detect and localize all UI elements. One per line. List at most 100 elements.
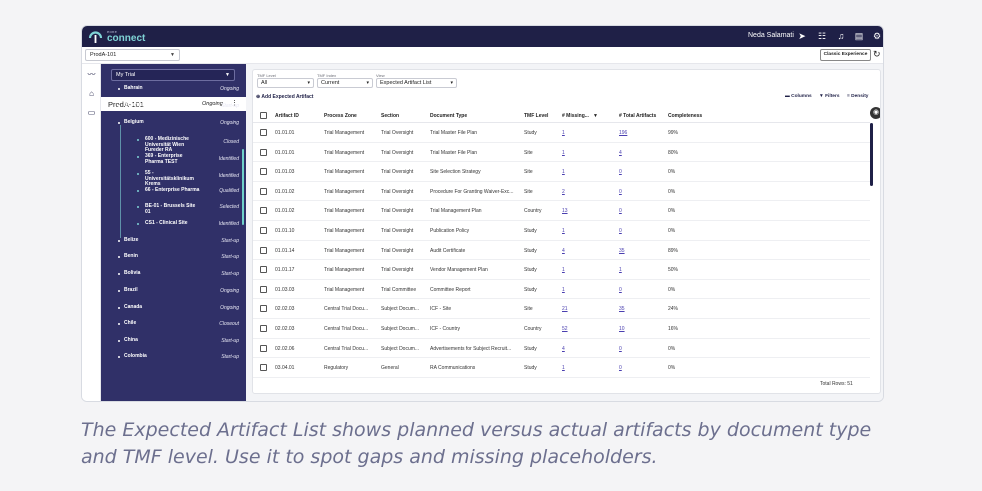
inbox-icon[interactable]: ⌂: [89, 89, 94, 98]
refresh-icon[interactable]: ↻: [873, 49, 881, 59]
row-checkbox[interactable]: [260, 168, 267, 176]
add-expected-artifact-button[interactable]: ⊕ Add Expected Artifact: [256, 94, 313, 100]
cell-total-artifacts[interactable]: 10: [619, 326, 625, 332]
row-checkbox[interactable]: [260, 129, 267, 136]
table-row[interactable]: 01.01.01 Trial Management Trial Oversight T…: [253, 123, 870, 143]
cell-missing[interactable]: 52: [562, 326, 568, 332]
row-checkbox[interactable]: [260, 187, 267, 195]
col-completeness[interactable]: Completeness: [668, 113, 703, 119]
cell-missing[interactable]: 4: [562, 247, 565, 254]
tree-item[interactable]: Benin Start-up: [101, 253, 246, 263]
cell-missing[interactable]: 1: [562, 365, 565, 372]
cell-missing[interactable]: 2: [562, 188, 565, 195]
table-row[interactable]: 01.01.02 Trial Management Trial Oversight T…: [253, 201, 870, 221]
row-checkbox[interactable]: [260, 344, 267, 352]
tree-item[interactable]: BE-01 - Brussels Site 01 Selected: [101, 203, 246, 214]
document-icon[interactable]: ▤: [854, 31, 864, 41]
table-row[interactable]: 02.02.03 Central Trial Docu... Subject Doc…: [253, 319, 870, 339]
row-checkbox[interactable]: [260, 305, 267, 313]
table-row[interactable]: 01.01.10 Trial Management Trial Oversight P…: [253, 221, 870, 241]
cell-missing[interactable]: 4: [562, 345, 565, 352]
tmf-index-filter[interactable]: TMF Index Current ▾: [317, 73, 373, 88]
table-row[interactable]: 02.02.03 Central Trial Docu... Subject Doc…: [253, 299, 870, 319]
cell-total-artifacts[interactable]: 0: [619, 228, 622, 234]
density-button[interactable]: ≡ Density: [847, 94, 868, 99]
tree-item[interactable]: Canada Ongoing: [101, 304, 246, 314]
tree-item[interactable]: 55 - Universitätsklinikum Krems Identifie…: [101, 170, 246, 187]
cell-total-artifacts[interactable]: 196: [619, 130, 628, 136]
cell-total-artifacts[interactable]: 0: [619, 365, 622, 372]
project-select[interactable]: ProdA-101 ▼: [85, 49, 180, 61]
tree-item[interactable]: Chile Closeout: [101, 320, 246, 330]
filters-button[interactable]: ▼ Filters: [819, 94, 840, 99]
activity-icon[interactable]: 〰: [87, 70, 96, 79]
table-row[interactable]: 01.01.01 Trial Management Trial Oversight T…: [253, 143, 870, 163]
cell-missing[interactable]: 1: [562, 286, 565, 293]
app-logo[interactable]: eone connect: [88, 28, 148, 45]
row-checkbox[interactable]: [260, 207, 267, 215]
table-row[interactable]: 01.01.03 Trial Management Trial Oversight S…: [253, 162, 870, 182]
cell-total-artifacts[interactable]: 0: [619, 208, 622, 215]
message-icon[interactable]: ▭: [87, 108, 96, 117]
col-tmf-level[interactable]: TMF Level: [524, 113, 549, 119]
cell-missing[interactable]: 1: [562, 130, 565, 136]
share-icon[interactable]: ➤: [798, 31, 806, 41]
cell-missing[interactable]: 1: [562, 149, 565, 156]
tree-item[interactable]: Bahrain Ongoing: [101, 85, 246, 95]
settings-fab-icon[interactable]: ◉: [870, 107, 880, 119]
row-checkbox[interactable]: [260, 364, 267, 372]
tree-item[interactable]: CS1 - Clinical Site Identified: [101, 220, 246, 230]
select-all-checkbox[interactable]: [260, 112, 267, 119]
col-total-artifacts[interactable]: # Total Artifacts: [619, 113, 657, 119]
cell-total-artifacts[interactable]: 35: [619, 306, 625, 313]
tree-item[interactable]: Colombia Start-up: [101, 353, 246, 363]
cell-total-artifacts[interactable]: 0: [619, 345, 622, 352]
col-process-zone[interactable]: Process Zone: [324, 113, 357, 119]
tree-item[interactable]: 66 - Enterprise Pharma Qualified: [101, 187, 246, 197]
cell-total-artifacts[interactable]: 4: [619, 149, 622, 156]
col-document-type[interactable]: Document Type: [430, 113, 468, 119]
col-artifact-id[interactable]: Artifact ID: [275, 113, 299, 119]
cell-total-artifacts[interactable]: 0: [619, 286, 622, 293]
classic-experience-button[interactable]: Classic Experience: [820, 49, 871, 61]
table-row[interactable]: 01.01.14 Trial Management Trial Oversight A…: [253, 241, 870, 261]
row-checkbox[interactable]: [260, 285, 267, 293]
table-row[interactable]: 01.03.03 Trial Management Trial Committee C…: [253, 280, 870, 300]
tmf-level-filter[interactable]: TMF Level All ▾: [257, 73, 314, 88]
row-checkbox[interactable]: [260, 227, 267, 234]
cell-missing[interactable]: 1: [562, 267, 565, 274]
cell-missing[interactable]: 1: [562, 228, 565, 234]
sidebar-scrollbar[interactable]: [242, 149, 244, 225]
row-checkbox[interactable]: [260, 148, 267, 156]
tree-item[interactable]: Belgium Ongoing: [101, 119, 246, 129]
bell-icon[interactable]: ♫: [837, 31, 845, 41]
tree-item[interactable]: Belize Start-up: [101, 237, 246, 247]
cell-total-artifacts[interactable]: 1: [619, 267, 622, 274]
cell-missing[interactable]: 21: [562, 306, 568, 313]
cell-total-artifacts[interactable]: 0: [619, 169, 622, 176]
tree-item[interactable]: Belarus Start-up: [101, 102, 246, 112]
row-checkbox[interactable]: [260, 325, 267, 332]
cell-total-artifacts[interactable]: 0: [619, 188, 622, 195]
tree-item[interactable]: Brazil Ongoing: [101, 287, 246, 297]
col-missing[interactable]: # Missing...: [562, 113, 589, 119]
project-row[interactable]: ProdA-101 Ongoing ⋮: [101, 97, 246, 111]
columns-button[interactable]: ▬ Columns: [785, 94, 812, 99]
filter-active-icon[interactable]: ▼: [593, 113, 598, 119]
col-section[interactable]: Section: [381, 113, 400, 119]
row-checkbox[interactable]: [260, 266, 267, 274]
trial-select[interactable]: My Trial ▼: [111, 69, 235, 81]
view-filter[interactable]: View Expected Artifact List ▾: [376, 73, 457, 88]
tree-item[interactable]: 600 - Medizinische Universität Wien Fure…: [101, 136, 246, 153]
cell-missing[interactable]: 13: [562, 208, 568, 215]
table-row[interactable]: 02.02.06 Central Trial Docu... Subject Doc…: [253, 339, 870, 359]
row-checkbox[interactable]: [260, 246, 267, 254]
table-row[interactable]: 01.01.17 Trial Management Trial Oversight V…: [253, 260, 870, 280]
tree-item[interactable]: Bolivia Start-up: [101, 270, 246, 280]
cell-missing[interactable]: 1: [562, 169, 565, 176]
user-name[interactable]: Neda Salamati: [748, 32, 794, 39]
gear-icon[interactable]: ⚙: [872, 31, 882, 41]
more-options-icon[interactable]: ⋮: [231, 100, 238, 107]
table-scrollbar[interactable]: [870, 123, 873, 186]
table-row[interactable]: 01.01.02 Trial Management Trial Oversight P…: [253, 182, 870, 202]
